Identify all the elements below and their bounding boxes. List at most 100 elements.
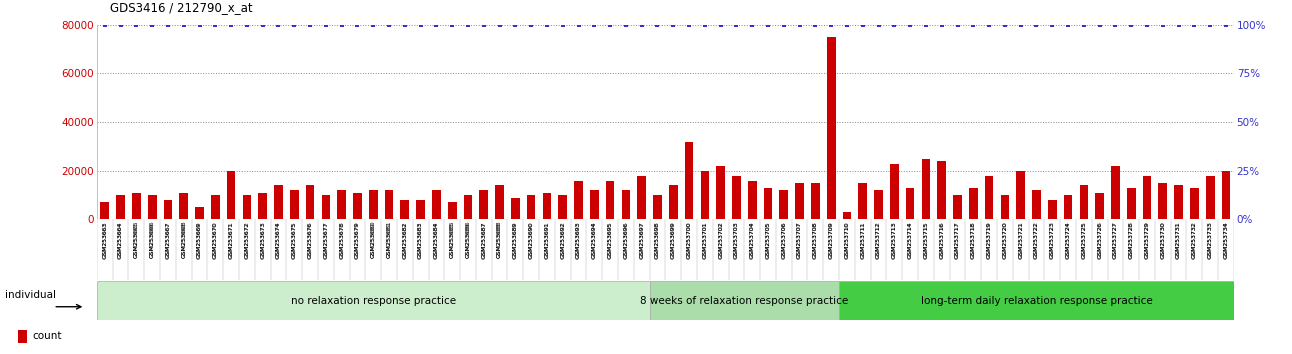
Text: GSM253674: GSM253674 — [276, 222, 280, 258]
Text: GSM253684: GSM253684 — [434, 222, 439, 258]
Text: GSM253668: GSM253668 — [181, 222, 186, 258]
Bar — [748, 181, 757, 219]
Bar — [1142, 176, 1151, 219]
Text: GSM253686: GSM253686 — [465, 222, 470, 258]
Bar — [479, 190, 488, 219]
Text: GSM253733: GSM253733 — [1208, 222, 1213, 258]
Bar — [1159, 183, 1167, 219]
Bar — [890, 164, 899, 219]
Text: count: count — [32, 331, 62, 341]
Bar — [448, 202, 456, 219]
Bar — [306, 185, 314, 219]
Bar — [875, 190, 882, 219]
Bar — [685, 142, 694, 219]
Text: GSM253694: GSM253694 — [592, 222, 597, 258]
Bar — [650, 281, 839, 320]
Text: GSM253665: GSM253665 — [134, 222, 138, 258]
Bar — [274, 185, 283, 219]
Text: GSM253720: GSM253720 — [1003, 222, 1008, 258]
Bar — [938, 161, 946, 219]
Bar — [858, 183, 867, 219]
Text: GSM253698: GSM253698 — [655, 222, 660, 258]
Text: GSM253687: GSM253687 — [482, 222, 486, 258]
Text: GSM253699: GSM253699 — [671, 222, 676, 258]
Text: individual: individual — [5, 290, 56, 300]
Bar — [1080, 185, 1088, 219]
Text: GSM253672: GSM253672 — [244, 222, 249, 258]
Text: GSM253725: GSM253725 — [1081, 222, 1087, 258]
Text: GSM253700: GSM253700 — [686, 222, 691, 258]
Text: GSM253685: GSM253685 — [450, 222, 455, 258]
Bar — [1048, 200, 1057, 219]
Bar — [243, 195, 251, 219]
Bar — [621, 190, 630, 219]
Bar — [1205, 176, 1214, 219]
Bar — [370, 190, 377, 219]
Bar — [1096, 193, 1103, 219]
Bar — [1174, 185, 1183, 219]
Text: GSM253705: GSM253705 — [766, 222, 770, 258]
Text: GSM253682: GSM253682 — [402, 222, 407, 258]
Bar — [669, 185, 677, 219]
Bar — [164, 200, 172, 219]
Text: GSM253718: GSM253718 — [970, 222, 975, 258]
Bar — [811, 183, 819, 219]
Text: GSM253715: GSM253715 — [924, 222, 929, 258]
Bar — [969, 188, 978, 219]
Text: GSM253671: GSM253671 — [229, 222, 234, 258]
Text: GSM253706: GSM253706 — [782, 222, 787, 258]
Bar — [953, 195, 961, 219]
Text: long-term daily relaxation response practice: long-term daily relaxation response prac… — [921, 296, 1152, 306]
Bar — [716, 166, 725, 219]
Bar — [606, 181, 615, 219]
Bar — [700, 171, 709, 219]
Bar — [527, 195, 535, 219]
Text: GSM253710: GSM253710 — [845, 222, 849, 258]
Text: GSM253730: GSM253730 — [1160, 222, 1165, 258]
Text: GSM253711: GSM253711 — [860, 222, 866, 258]
Bar — [132, 193, 141, 219]
Bar — [322, 195, 331, 219]
Text: GSM253721: GSM253721 — [1018, 222, 1023, 258]
Bar — [839, 281, 1234, 320]
Bar — [432, 190, 441, 219]
Text: GSM253729: GSM253729 — [1145, 222, 1150, 258]
Bar — [195, 207, 204, 219]
Bar — [558, 195, 567, 219]
Text: GSM253678: GSM253678 — [340, 222, 344, 258]
Text: GSM253719: GSM253719 — [987, 222, 991, 258]
Bar — [906, 188, 915, 219]
Bar — [353, 193, 362, 219]
Text: GSM253669: GSM253669 — [198, 222, 202, 258]
Text: GSM253680: GSM253680 — [371, 222, 376, 258]
Bar — [827, 37, 836, 219]
Text: GSM253701: GSM253701 — [703, 222, 707, 258]
Text: GSM253714: GSM253714 — [908, 222, 912, 258]
Bar — [1063, 195, 1072, 219]
Bar — [590, 190, 598, 219]
Bar — [1190, 188, 1199, 219]
Text: GSM253726: GSM253726 — [1097, 222, 1102, 258]
Bar — [464, 195, 473, 219]
Bar — [101, 202, 109, 219]
Bar — [180, 193, 189, 219]
Text: GSM253696: GSM253696 — [624, 222, 628, 258]
Bar — [1127, 188, 1136, 219]
Text: GSM253683: GSM253683 — [419, 222, 422, 258]
Bar — [289, 190, 298, 219]
Bar — [227, 171, 235, 219]
Text: GSM253679: GSM253679 — [355, 222, 360, 258]
Text: GSM253670: GSM253670 — [213, 222, 218, 258]
Text: GSM253690: GSM253690 — [528, 222, 534, 258]
Bar — [796, 183, 804, 219]
Bar — [1017, 171, 1025, 219]
Text: GSM253697: GSM253697 — [640, 222, 645, 258]
Text: GSM253666: GSM253666 — [150, 222, 155, 258]
Text: GSM253723: GSM253723 — [1050, 222, 1054, 258]
Text: GSM253734: GSM253734 — [1224, 222, 1229, 258]
Text: GSM253722: GSM253722 — [1034, 222, 1039, 258]
Text: GSM253693: GSM253693 — [576, 222, 581, 258]
Bar — [211, 195, 220, 219]
Bar — [1111, 166, 1120, 219]
Text: GSM253703: GSM253703 — [734, 222, 739, 258]
